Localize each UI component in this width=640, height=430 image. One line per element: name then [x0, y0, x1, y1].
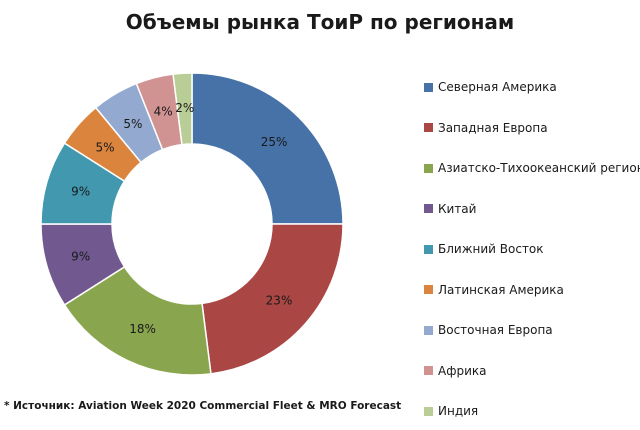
- slice-label-4: 9%: [71, 249, 90, 263]
- slice-label-5: 9%: [71, 185, 90, 199]
- slice-1: [191, 72, 344, 225]
- slice-label-3: 18%: [129, 322, 156, 336]
- legend-swatch: [424, 163, 433, 173]
- legend-swatch: [424, 366, 433, 375]
- slice-label-7: 5%: [123, 117, 142, 131]
- legend-label: Западная Европа: [438, 120, 548, 135]
- donut-slices: [40, 72, 344, 376]
- legend-item-3: Азиатско-Тихоокеанский регион: [424, 159, 640, 177]
- legend-item-2: Западная Европа: [424, 119, 548, 137]
- legend-item-4: Китай: [424, 200, 476, 218]
- legend-label: Азиатско-Тихоокеанский регион: [438, 161, 640, 175]
- slice-9: [172, 72, 193, 146]
- legend-label: Восточная Европа: [438, 323, 553, 337]
- slice-label-1: 25%: [261, 135, 288, 149]
- legend-item-7: Восточная Европа: [424, 321, 553, 339]
- slice-2: [201, 223, 344, 375]
- legend-label: Северная Америка: [438, 80, 557, 94]
- donut-labels: 25% 23% 18% 9% 9% 5% 5% 4% 2%: [71, 101, 292, 336]
- legend-label: Африка: [438, 363, 487, 378]
- slice-label-9: 2%: [175, 101, 194, 115]
- legend-item-5: Ближний Восток: [424, 240, 544, 258]
- source-footnote: * Источник: Aviation Week 2020 Commercia…: [4, 400, 402, 412]
- legend-swatch: [424, 244, 433, 254]
- slice-label-2: 23%: [266, 294, 293, 308]
- legend-item-8: Африка: [424, 362, 487, 380]
- legend-label: Латинская Америка: [438, 282, 564, 297]
- legend-label: Ближний Восток: [438, 242, 544, 256]
- slice-label-6: 5%: [95, 140, 114, 154]
- legend-swatch: [424, 285, 433, 294]
- legend-swatch: [424, 406, 433, 416]
- slice-label-8: 4%: [154, 105, 173, 119]
- legend-swatch: [424, 82, 433, 92]
- legend-item-6: Латинская Америка: [424, 281, 564, 299]
- legend-item-9: Индия: [424, 402, 478, 420]
- legend-swatch: [424, 325, 433, 335]
- legend-swatch: [424, 123, 433, 132]
- legend-swatch: [424, 204, 433, 213]
- legend-label: Китай: [438, 201, 477, 216]
- legend-item-1: Северная Америка: [424, 78, 557, 96]
- chart-title: Объемы рынка ТоиР по регионам: [125, 10, 515, 34]
- legend-label: Индия: [438, 404, 479, 418]
